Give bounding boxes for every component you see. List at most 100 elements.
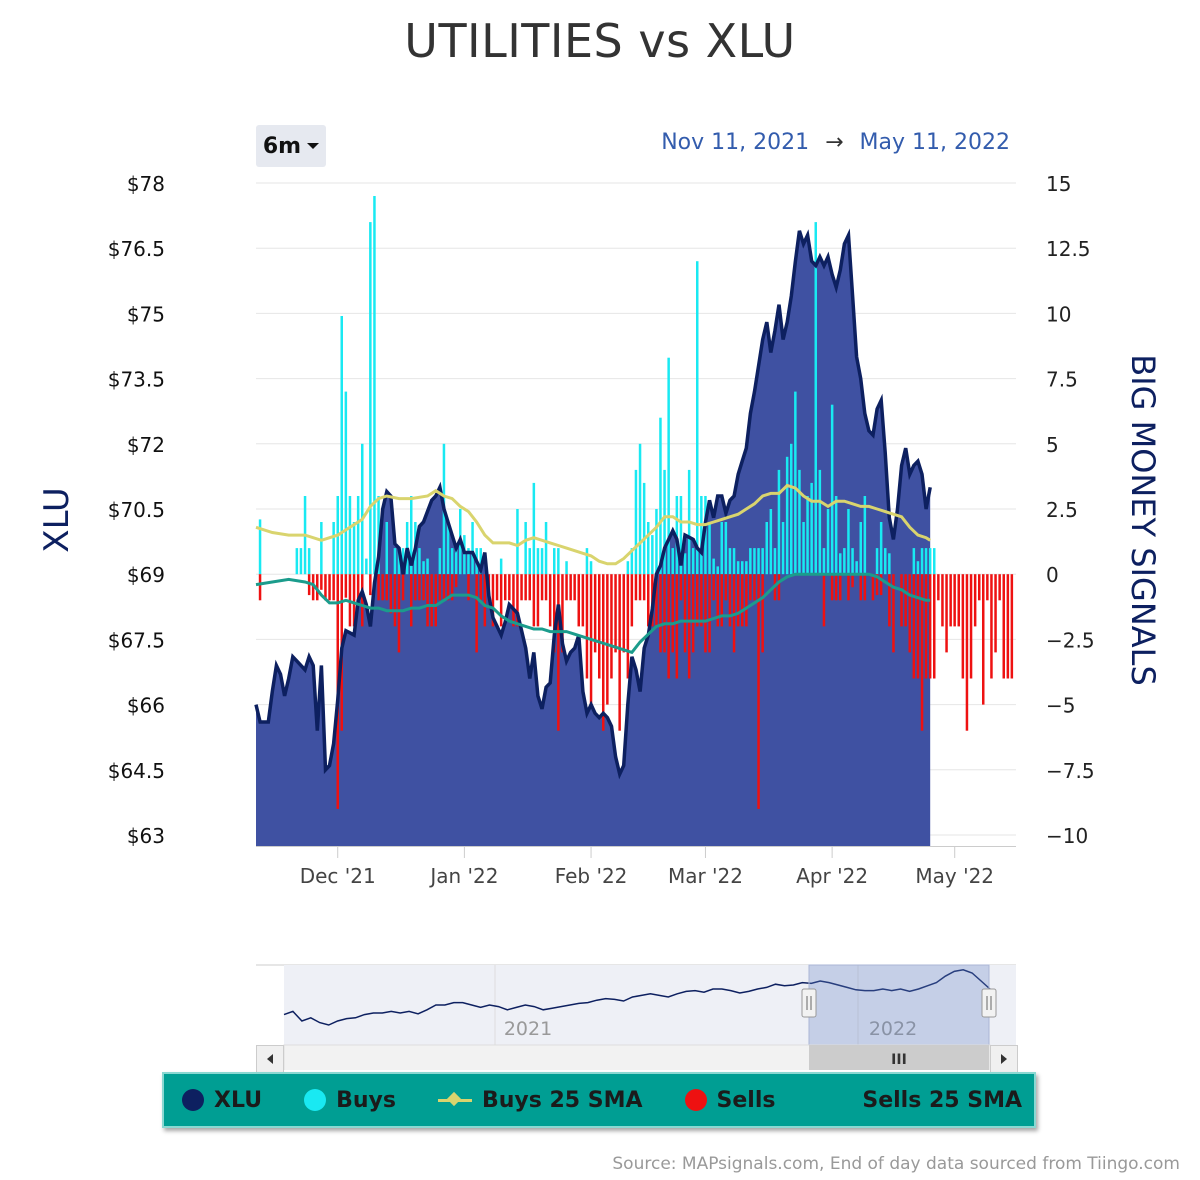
buy-bar [634, 469, 638, 575]
buy-bar [438, 548, 442, 575]
sell-bar [904, 574, 907, 627]
buy-bar [446, 522, 450, 575]
legend-label: Buys [336, 1087, 396, 1113]
legend-item-buys[interactable]: Buys [304, 1088, 396, 1113]
buy-bar [369, 222, 372, 575]
sell-bar [377, 574, 380, 601]
sell-bar [847, 574, 850, 601]
buy-bar [916, 561, 920, 575]
buy-bar [647, 522, 650, 575]
right-axis-tick-label: 15 [1046, 172, 1071, 196]
navigator-year-label: 2022 [869, 1018, 917, 1040]
date-from[interactable]: Nov 11, 2021 [661, 130, 810, 155]
sell-bar [557, 574, 560, 731]
buy-bar [663, 469, 666, 575]
sell-bar [332, 574, 335, 601]
right-axis-tick-label: 5 [1046, 433, 1059, 457]
x-axis-tick-label: Jan '22 [428, 864, 498, 888]
navigator-handle-right[interactable] [981, 988, 997, 1018]
buy-bar [924, 548, 928, 575]
buy-bar [884, 548, 887, 575]
buy-bar [679, 496, 683, 575]
buy-bar [777, 469, 781, 575]
sell-bar [757, 574, 760, 809]
right-axis-tick-label: 10 [1046, 302, 1071, 326]
sell-bar [536, 574, 540, 627]
buy-bar [373, 196, 376, 575]
buy-bar [781, 522, 785, 575]
left-axis-tick-label: $64.5 [108, 759, 165, 783]
buy-bar [655, 509, 658, 575]
sell-bar [945, 574, 948, 653]
buy-bar [340, 316, 343, 575]
buy-bar [630, 548, 634, 575]
buy-bar [847, 509, 850, 575]
range-selector-button[interactable]: 6m [256, 125, 326, 167]
buy-bar [463, 535, 466, 575]
left-axis-tick-label: $63 [127, 824, 165, 848]
sell-bar [851, 574, 854, 588]
sell-bar [900, 574, 903, 627]
sell-bar [532, 574, 536, 627]
sell-bar [704, 574, 707, 653]
legend-item-xlu[interactable]: XLU [182, 1088, 262, 1113]
buy-bar [299, 548, 303, 575]
sell-bar [1002, 574, 1005, 679]
sell-bar [687, 574, 691, 679]
navigator-handle-left[interactable] [801, 988, 817, 1018]
sell-bar [585, 574, 589, 679]
sell-bar [875, 574, 879, 596]
sell-bar [434, 574, 437, 627]
arrow-right-icon [1001, 1054, 1007, 1064]
sell-bar [700, 574, 703, 627]
sell-bar [720, 574, 723, 627]
date-to[interactable]: May 11, 2022 [859, 130, 1010, 155]
sell-bar [749, 574, 752, 601]
legend-label: Sells 25 SMA [862, 1087, 1022, 1113]
sell-bar [316, 574, 319, 601]
sell-bar [606, 574, 609, 705]
right-axis-tick-label: −5 [1046, 694, 1075, 718]
sell-bar [581, 574, 585, 627]
left-axis-tick-label: $69 [127, 563, 165, 587]
sell-bar [352, 574, 356, 627]
sell-bar [320, 574, 323, 590]
sell-bar [626, 574, 630, 679]
right-axis-tick-label: −2.5 [1046, 628, 1095, 652]
legend-item-sells[interactable]: Sells [684, 1088, 775, 1113]
sell-bar [361, 574, 364, 627]
sell-bar [454, 574, 458, 588]
legend-label: Buys 25 SMA [481, 1087, 643, 1113]
navigator-selection[interactable] [808, 964, 990, 1046]
sell-bar [708, 574, 711, 653]
legend-item-sells-25-sma[interactable]: Sells 25 SMA [862, 1088, 1022, 1113]
sell-bar [683, 574, 687, 653]
sell-bar [422, 574, 425, 601]
sell-bar [990, 574, 993, 679]
x-axis-tick-label: Feb '22 [555, 864, 628, 888]
buy-bar [365, 558, 368, 575]
scrollbar-thumb[interactable] [809, 1045, 989, 1070]
buy-bar [745, 561, 748, 575]
sell-bar [610, 574, 613, 679]
sell-bar [928, 574, 932, 679]
legend-item-buys-25-sma[interactable]: Buys 25 SMA [437, 1087, 643, 1113]
sell-bar [1006, 574, 1010, 679]
sell-bar [830, 574, 834, 601]
sell-bar [442, 574, 446, 601]
sell-bar [933, 574, 936, 679]
buy-bar [920, 548, 924, 575]
sell-bar [892, 574, 895, 653]
sell-bar [634, 574, 638, 601]
x-axis-tick-label: Mar '22 [668, 864, 743, 888]
buy-bar [544, 522, 548, 575]
buy-bar [536, 548, 540, 575]
buy-bar [418, 548, 421, 575]
navigator-scroll-left-button[interactable] [256, 1045, 284, 1073]
buy-bar [818, 469, 822, 575]
sell-bar [912, 574, 916, 679]
sell-bar [438, 574, 442, 601]
sell-bar [712, 574, 715, 601]
navigator-scroll-right-button[interactable] [990, 1045, 1018, 1073]
left-axis-tick-label: $75 [127, 302, 165, 326]
